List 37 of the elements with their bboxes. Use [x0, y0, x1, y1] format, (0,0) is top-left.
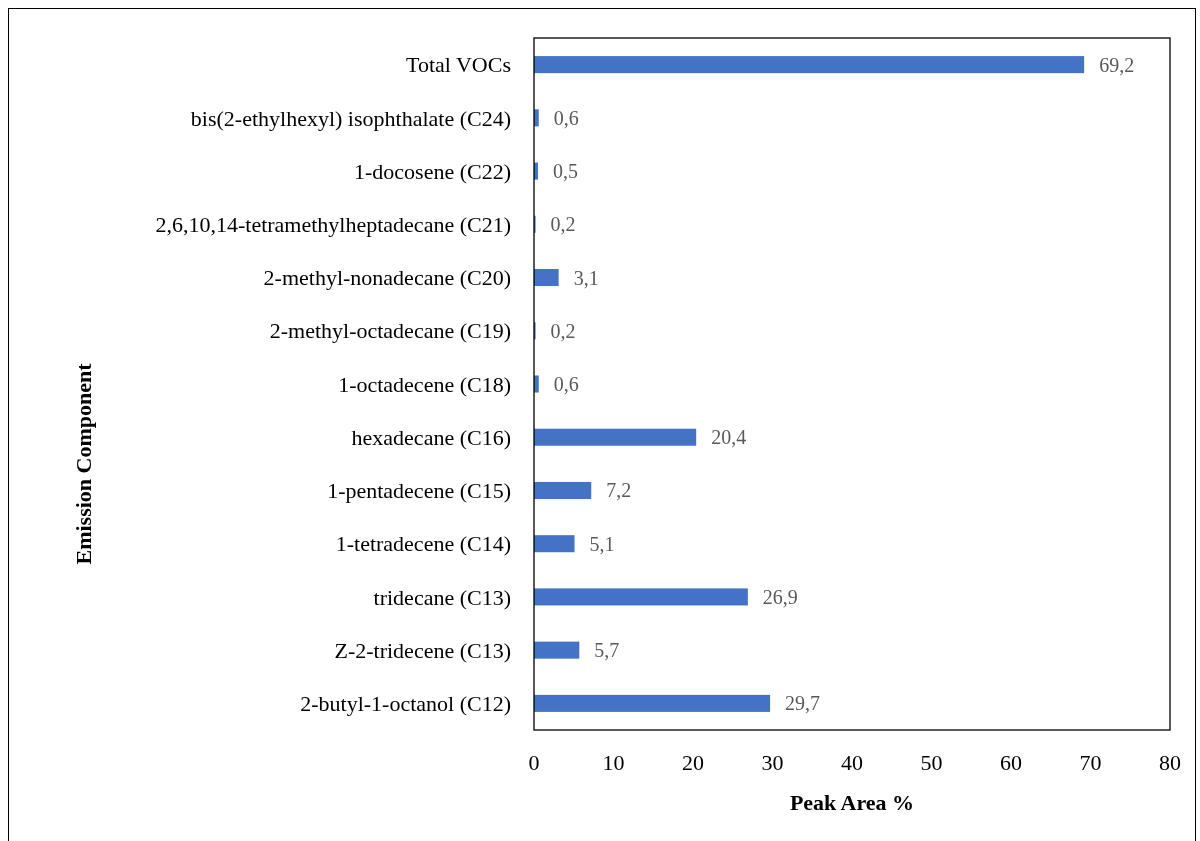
- data-label: 26,9: [762, 585, 798, 608]
- y-tick-label: Total VOCs: [405, 52, 511, 78]
- y-tick-label: 1-pentadecene (C15): [327, 478, 511, 504]
- x-tick-label: 50: [920, 750, 943, 775]
- data-label: 29,7: [785, 692, 821, 715]
- x-axis-title: Peak Area %: [789, 790, 915, 815]
- data-label: 0,2: [550, 213, 576, 236]
- x-tick-label: 70: [1079, 750, 1102, 775]
- y-tick-label: 2-butyl-1-octanol (C12): [300, 691, 511, 717]
- y-tick-label: bis(2-ethylhexyl) isophthalate (C24): [190, 105, 511, 131]
- y-tick-label: 2-methyl-nonadecane (C20): [263, 265, 511, 291]
- data-label: 0,6: [553, 106, 579, 129]
- y-tick-label: 2-methyl-octadecane (C19): [269, 318, 511, 344]
- data-label: 3,1: [573, 266, 599, 289]
- data-label: 69,2: [1099, 53, 1135, 76]
- y-axis-title: Emission Component: [71, 362, 96, 565]
- data-label: 5,1: [589, 532, 615, 555]
- x-tick-label: 60: [1000, 750, 1022, 775]
- x-tick-label: 0: [528, 750, 540, 775]
- y-tick-label: Z-2-tridecene (C13): [334, 637, 511, 663]
- data-label: 0,6: [553, 373, 579, 395]
- y-tick-label: 1-octadecene (C18): [338, 371, 511, 397]
- y-tick-label: 1-tetradecene (C14): [335, 531, 511, 557]
- x-tick-label: 30: [761, 750, 784, 775]
- data-label: 0,2: [550, 319, 576, 342]
- data-label: 5,7: [594, 639, 620, 662]
- y-tick-label: 2,6,10,14-tetramethylheptadecane (C21): [155, 212, 511, 238]
- data-label: 20,4: [711, 426, 747, 449]
- x-tick-label: 40: [841, 750, 863, 775]
- y-tick-label: hexadecane (C16): [351, 424, 511, 450]
- x-tick-label: 10: [602, 750, 625, 775]
- y-tick-label: tridecane (C13): [373, 584, 511, 610]
- x-tick-label: 20: [682, 750, 704, 775]
- x-tick-label: 80: [1159, 750, 1181, 775]
- y-tick-label: 1-docosene (C22): [353, 158, 511, 184]
- data-label: 7,2: [606, 479, 632, 502]
- data-label: 0,5: [552, 160, 578, 183]
